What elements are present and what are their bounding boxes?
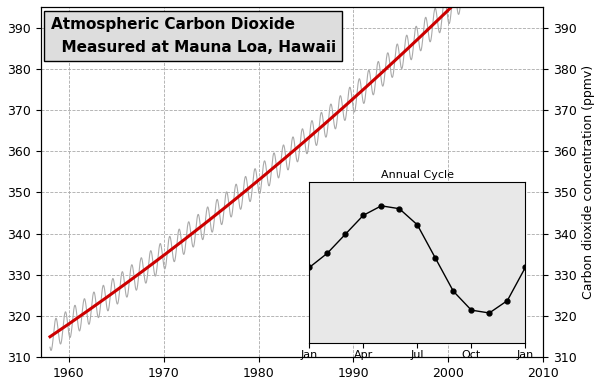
Text: Atmospheric Carbon Dioxide
  Measured at Mauna Loa, Hawaii: Atmospheric Carbon Dioxide Measured at M… bbox=[51, 17, 336, 55]
Y-axis label: Carbon dioxide concentration (ppmv): Carbon dioxide concentration (ppmv) bbox=[582, 65, 595, 299]
